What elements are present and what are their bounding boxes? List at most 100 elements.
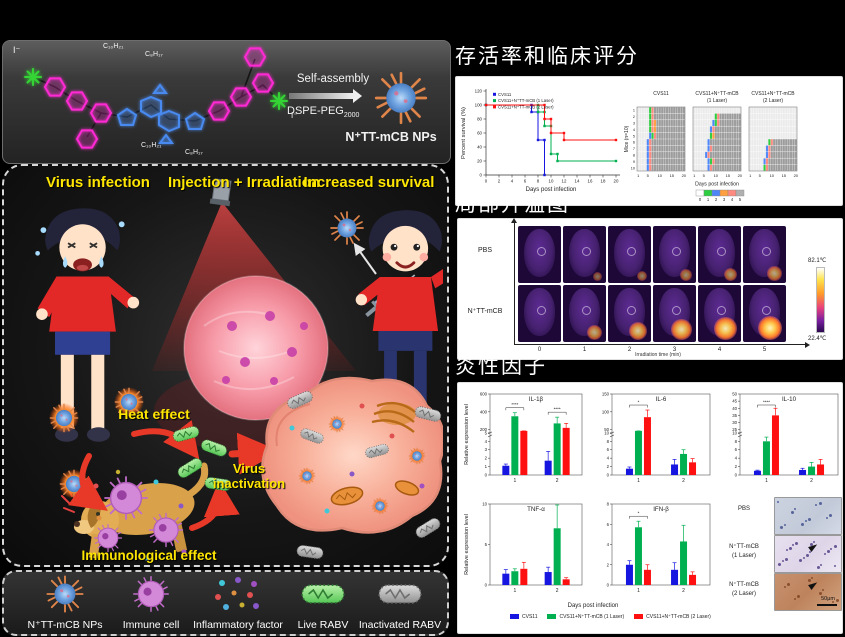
legend-label: CVS11+N⁺TT-mCB (2 Laser) (646, 614, 711, 620)
inactivated-rabv-icon (378, 584, 422, 604)
thermal-image (608, 226, 651, 283)
svg-text:3: 3 (633, 122, 635, 126)
svg-text:20: 20 (614, 179, 619, 184)
chart-tnfa: 0 5 10 1 2 TNF-α Relative expression level (460, 495, 586, 599)
label-virus-inactivation: Virus inactivation (212, 461, 286, 491)
svg-text:CVS11+N⁺TT-mCB: CVS11+N⁺TT-mCB (695, 91, 739, 97)
svg-text:1: 1 (707, 197, 710, 202)
svg-text:12: 12 (562, 179, 567, 184)
svg-text:10: 10 (631, 166, 635, 170)
svg-text:CVS11+N⁺TT-mCB: CVS11+N⁺TT-mCB (751, 91, 795, 97)
thermal-image (518, 226, 561, 283)
svg-text:Days post infection: Days post infection (526, 187, 577, 193)
svg-text:20: 20 (682, 173, 687, 178)
svg-text:2: 2 (556, 588, 559, 594)
thermal-xtick: 4 (717, 347, 722, 353)
svg-text:2: 2 (556, 478, 559, 484)
svg-text:IFN-β: IFN-β (653, 506, 669, 513)
svg-text:2: 2 (633, 115, 635, 119)
svg-text:4: 4 (511, 179, 514, 184)
svg-text:40: 40 (477, 145, 482, 150)
histology-label: N⁺TT-mCB (2 Laser) (729, 582, 759, 597)
recovered-child-icon (355, 210, 443, 437)
legend-item-immune-cell: Immune cell (116, 575, 186, 631)
self-assembly-label: Self-assembly (296, 73, 370, 85)
svg-text:2: 2 (607, 562, 610, 567)
svg-text:14: 14 (575, 179, 580, 184)
svg-text:5: 5 (703, 173, 706, 178)
histology-image: 50μm (774, 573, 842, 611)
svg-text:0: 0 (485, 179, 488, 184)
alkyl-chain-label: C₈H₁₇ (145, 51, 163, 58)
svg-text:8: 8 (607, 502, 610, 507)
assembly-arrow-head (353, 89, 362, 103)
label-heat-effect: Heat effect (118, 406, 190, 422)
svg-text:1: 1 (513, 588, 516, 594)
svg-text:0: 0 (699, 197, 702, 202)
svg-text:6: 6 (735, 447, 738, 452)
svg-text:10: 10 (732, 430, 737, 435)
bar-xaxis-label: Days post infection (567, 603, 619, 609)
svg-text:(1 Laser): (1 Laser) (707, 98, 727, 104)
svg-text:1: 1 (633, 109, 635, 113)
svg-text:CVS11: CVS11 (653, 91, 669, 97)
svg-text:9: 9 (633, 160, 635, 164)
thermal-image (653, 285, 696, 342)
svg-text:4: 4 (485, 439, 488, 444)
svg-text:5: 5 (633, 134, 635, 138)
svg-text:1: 1 (513, 478, 516, 484)
svg-text:80: 80 (477, 117, 482, 122)
histology-label: PBS (737, 506, 750, 512)
svg-text:CVS11: CVS11 (498, 92, 512, 97)
svg-text:7: 7 (633, 147, 635, 151)
mitochondria-icon (330, 486, 364, 506)
chart-il6: 0 2 4 6 8 10 50 100 150 1 2 IL-6 * (588, 385, 714, 489)
svg-text:8: 8 (607, 439, 610, 444)
svg-text:60: 60 (477, 131, 482, 136)
legend-swatch (547, 614, 557, 620)
svg-text:0: 0 (485, 583, 488, 588)
svg-text:5: 5 (647, 173, 650, 178)
mitochondria-icon (394, 480, 420, 496)
svg-text:2: 2 (715, 197, 718, 202)
legend-item-inflammatory-factor: Inflammatory factor (184, 575, 292, 631)
svg-text:2: 2 (485, 456, 488, 461)
thermal-image (743, 226, 786, 283)
histology-label: N⁺TT-mCB (1 Laser) (729, 544, 759, 559)
alkyl-chain-label: C₁₀H₂₁ (103, 43, 124, 50)
immune-effect-arrow (68, 453, 108, 511)
svg-text:400: 400 (480, 409, 488, 414)
mechanism-scheme-panel: Virus infection Injection + Irradiation … (2, 164, 449, 567)
cytokine-panel: 0 1 2 3 4 5 200 400 600 1 2 IL-1β Relative expressio… (457, 382, 843, 634)
section-title-cytokines: 炎性因子 (455, 356, 547, 378)
legend-item-np: N⁺TT-mCB NPs (12, 575, 118, 631)
thermal-image (563, 285, 606, 342)
svg-text:*: * (638, 511, 640, 516)
thermal-xtick: 1 (582, 347, 587, 353)
legend-item-live-rabv: Live RABV (288, 575, 358, 631)
svg-text:2: 2 (810, 478, 813, 484)
svg-text:(2 Laser): (2 Laser) (763, 98, 783, 104)
svg-text:2: 2 (682, 588, 685, 594)
thermal-image (698, 226, 741, 283)
header-injection-irradiation: Injection + Irradiation (167, 174, 321, 191)
svg-text:16: 16 (588, 179, 593, 184)
scale-bar (817, 604, 837, 606)
laser-device-icon (209, 178, 232, 207)
svg-text:3: 3 (723, 197, 726, 202)
legend-swatch (634, 614, 644, 620)
svg-text:Relative expression level: Relative expression level (464, 514, 470, 575)
svg-text:2: 2 (682, 478, 685, 484)
svg-text:15: 15 (782, 173, 787, 178)
svg-text:600: 600 (480, 392, 488, 397)
thermal-xtick: 3 (672, 347, 677, 353)
heat-effect-arrow (131, 420, 200, 460)
legend-label: CVS11 (522, 614, 538, 620)
np-product-label: N⁺TT-mCB NPs (345, 130, 437, 144)
header-increased-survival: Increased survival (303, 174, 435, 191)
svg-text:****: **** (763, 400, 770, 405)
svg-text:35: 35 (732, 413, 737, 418)
virus-inactivation-arrow (228, 432, 280, 475)
svg-text:1: 1 (749, 173, 752, 178)
golgi-icon (371, 401, 416, 433)
